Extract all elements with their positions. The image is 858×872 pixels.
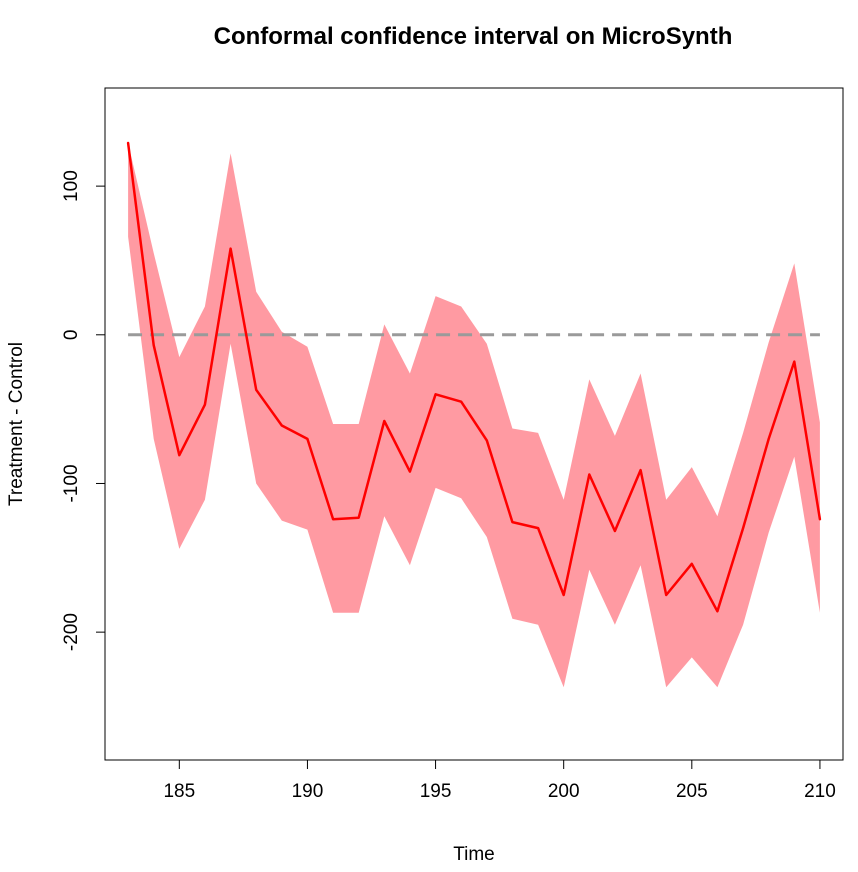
x-tick-label: 210 bbox=[804, 781, 836, 802]
y-tick-label: -200 bbox=[61, 613, 82, 651]
x-tick-label: 195 bbox=[420, 781, 452, 802]
chart-title: Conformal confidence interval on MicroSy… bbox=[214, 23, 733, 50]
y-tick-label: 100 bbox=[61, 170, 82, 202]
x-tick-label: 200 bbox=[548, 781, 580, 802]
x-tick-label: 185 bbox=[163, 781, 195, 802]
y-tick-label: 0 bbox=[61, 330, 82, 341]
confidence-band bbox=[128, 143, 820, 688]
series-line-0 bbox=[126, 141, 822, 613]
x-axis-label: Time bbox=[453, 844, 495, 865]
plot-area bbox=[126, 141, 822, 688]
x-tick-label: 205 bbox=[676, 781, 708, 802]
axes: 185 190 195 200 205 210 -200 -100 0 100 bbox=[61, 170, 836, 802]
y-axis-label: Treatment - Control bbox=[6, 342, 27, 506]
x-tick-label: 190 bbox=[292, 781, 324, 802]
y-tick-label: -100 bbox=[61, 464, 82, 502]
